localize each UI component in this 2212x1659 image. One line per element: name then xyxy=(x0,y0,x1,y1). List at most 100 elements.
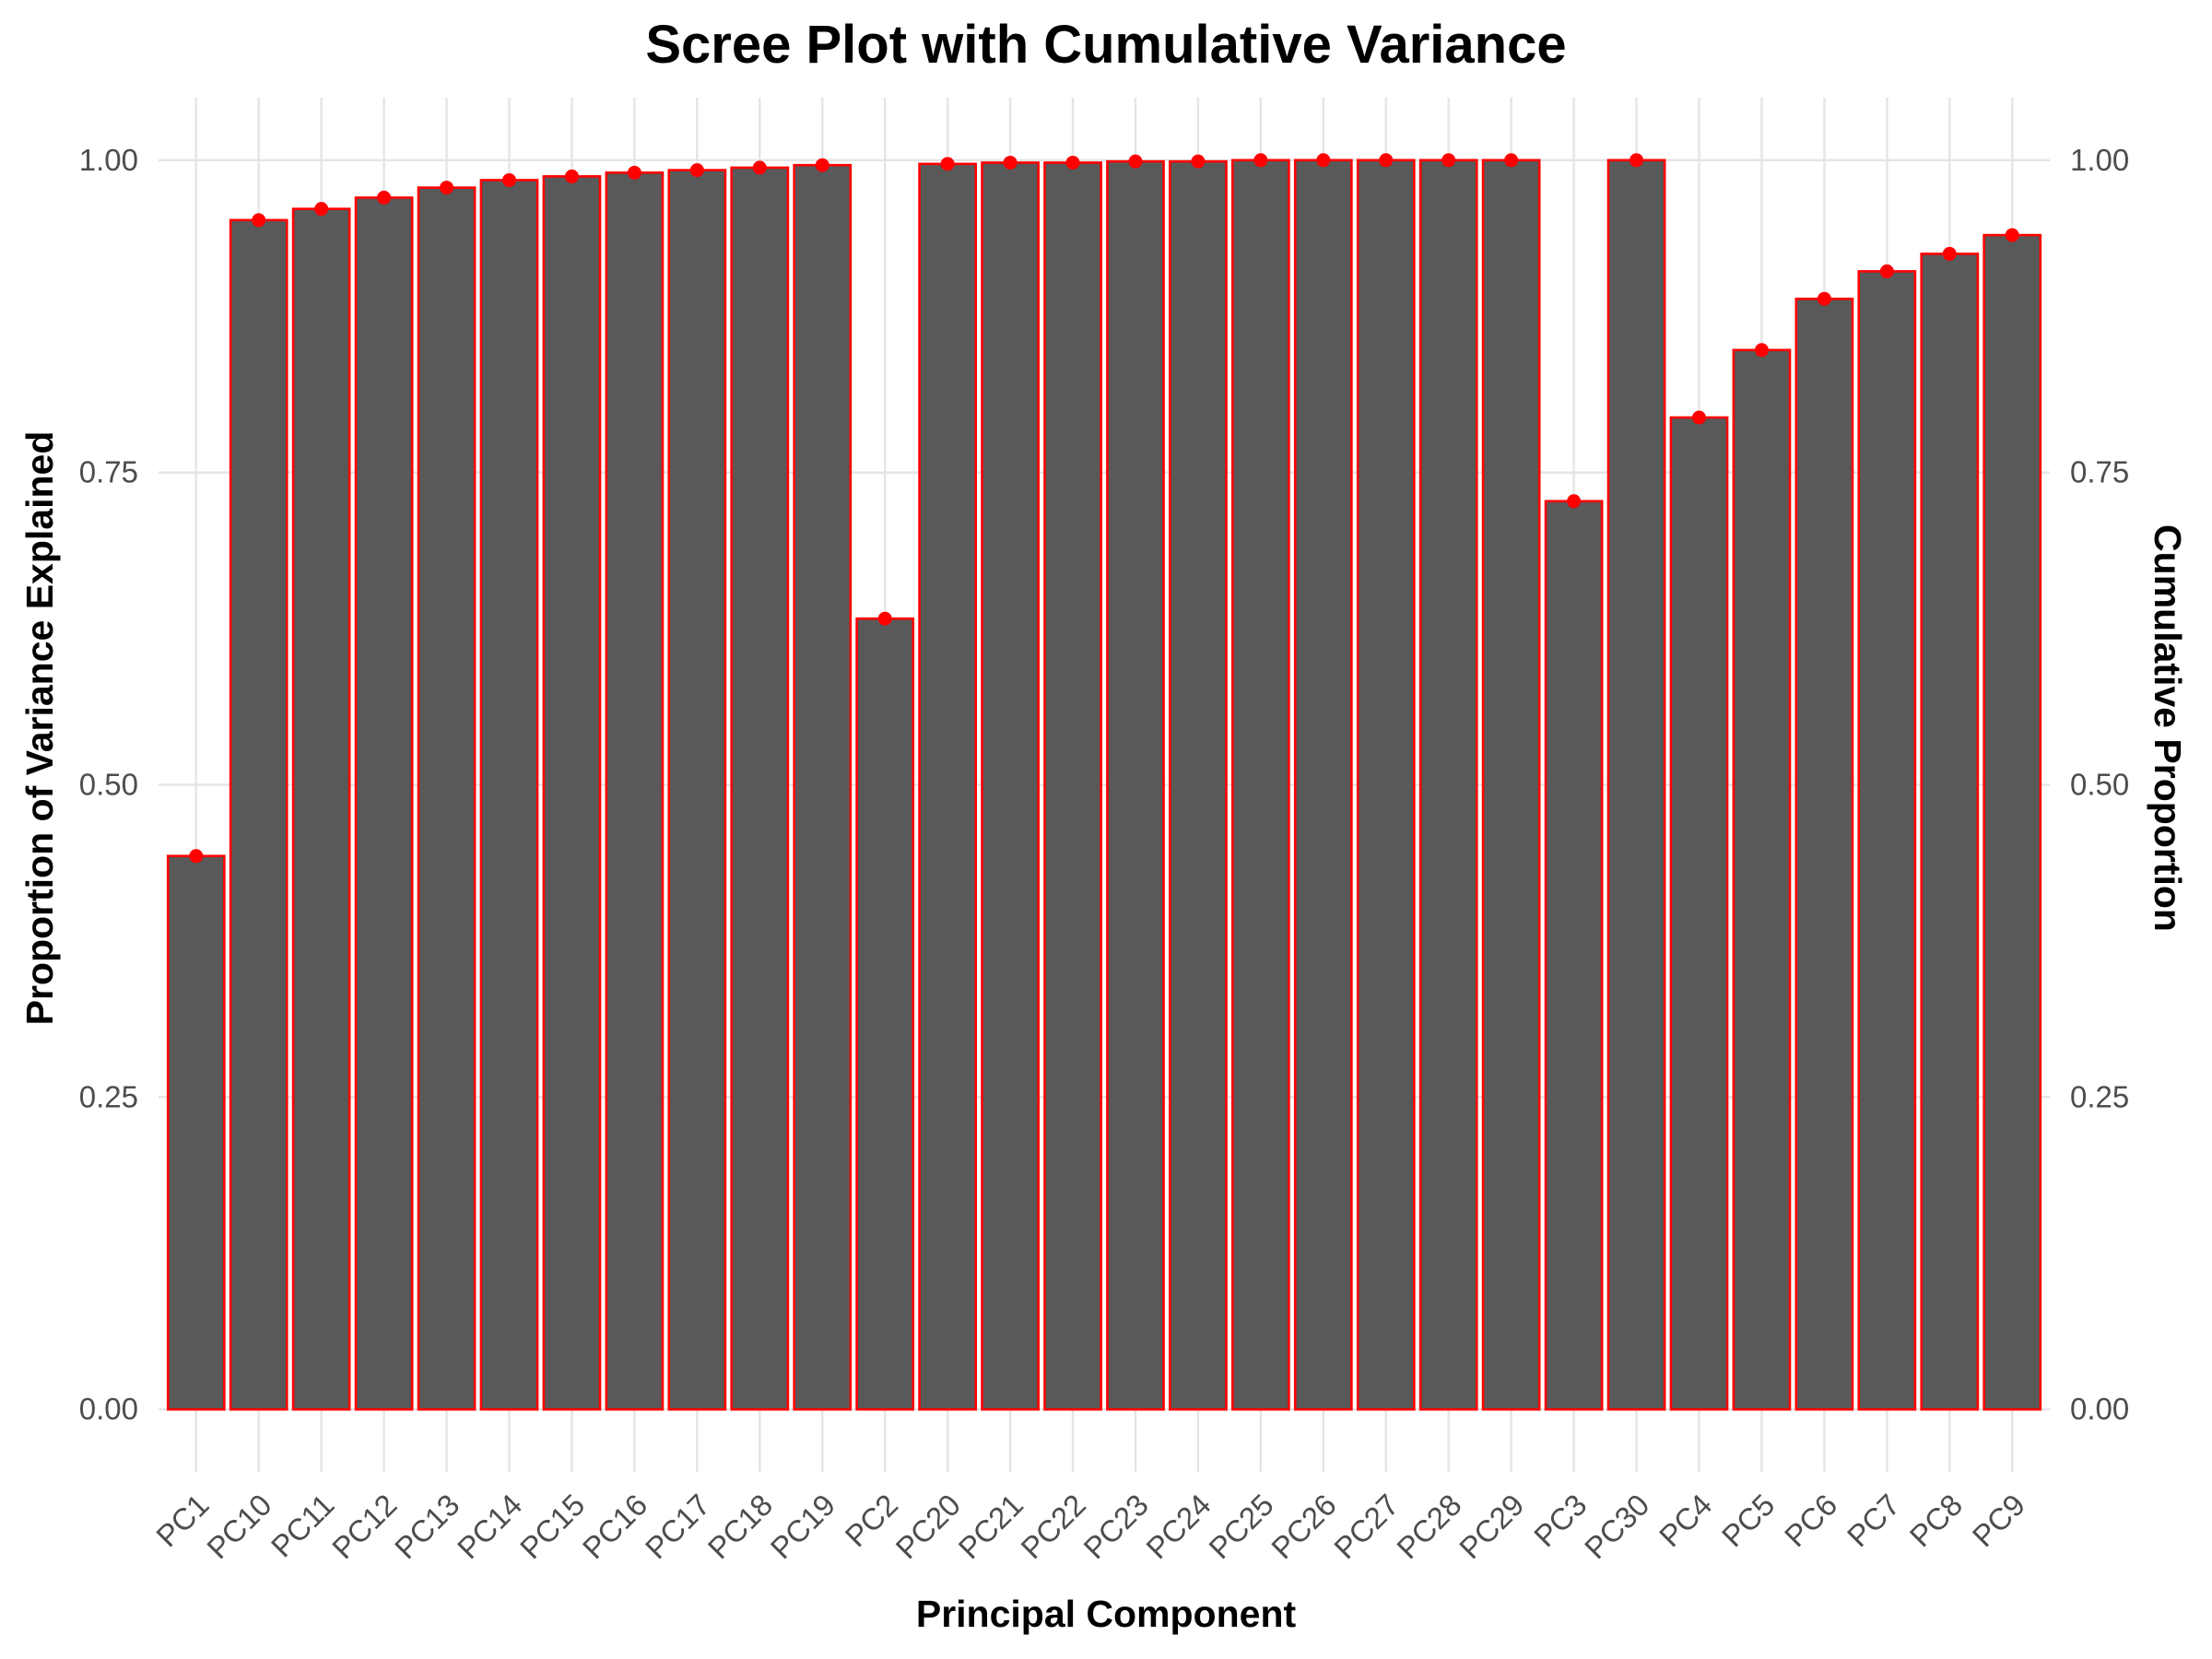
y2-tick-label: 0.25 xyxy=(2070,1079,2129,1113)
x-tick-label: PC14 xyxy=(451,1488,529,1566)
bar-pc20 xyxy=(918,162,978,1411)
point-pc16 xyxy=(627,165,641,180)
bar-pc18 xyxy=(730,166,790,1411)
x-tick-label: PC21 xyxy=(951,1488,1030,1566)
point-pc25 xyxy=(1253,153,1268,168)
x-tick-label: PC20 xyxy=(889,1488,968,1566)
x-tick-label: PC4 xyxy=(1653,1488,1719,1554)
x-tick-label: PC24 xyxy=(1139,1488,1218,1566)
x-tick-label: PC22 xyxy=(1014,1488,1092,1566)
bar-pc4 xyxy=(1669,416,1729,1411)
point-pc28 xyxy=(1441,153,1456,168)
point-pc2 xyxy=(877,611,892,626)
point-pc18 xyxy=(752,160,767,175)
bar-pc21 xyxy=(981,161,1040,1411)
bar-pc2 xyxy=(855,617,915,1411)
point-pc20 xyxy=(940,157,955,171)
bar-pc16 xyxy=(605,171,665,1411)
point-pc19 xyxy=(815,158,830,172)
x-tick-label: PC10 xyxy=(200,1488,278,1566)
x-tick-label: PC28 xyxy=(1390,1488,1468,1566)
point-pc24 xyxy=(1191,154,1206,169)
bar-pc23 xyxy=(1106,159,1165,1411)
bars xyxy=(166,159,2042,1411)
x-tick-label: PC19 xyxy=(764,1488,842,1566)
bar-pc9 xyxy=(1983,233,2042,1411)
point-pc12 xyxy=(377,190,392,205)
point-pc3 xyxy=(1567,494,1582,509)
point-pc29 xyxy=(1504,153,1519,168)
x-tick-label: PC6 xyxy=(1778,1488,1844,1554)
point-pc14 xyxy=(502,172,517,187)
point-pc13 xyxy=(440,181,454,195)
point-pc15 xyxy=(564,169,579,183)
right-y-tick-labels: 0.00 0.25 0.50 0.75 1.00 xyxy=(2070,143,2129,1426)
x-tick-label: PC30 xyxy=(1578,1488,1656,1566)
bar-pc11 xyxy=(291,207,351,1411)
y-tick-label: 0.25 xyxy=(79,1079,138,1113)
x-tick-label: PC27 xyxy=(1327,1488,1406,1566)
x-tick-labels: PC1PC10PC11PC12PC13PC14PC15PC16PC17PC18P… xyxy=(149,1488,2031,1566)
point-pc17 xyxy=(689,163,704,178)
point-pc4 xyxy=(1691,410,1706,425)
left-y-tick-labels: 0.00 0.25 0.50 0.75 1.00 xyxy=(79,143,138,1426)
x-tick-label: PC12 xyxy=(325,1488,404,1566)
bar-pc10 xyxy=(229,218,288,1411)
bar-pc26 xyxy=(1293,159,1353,1411)
bar-pc24 xyxy=(1169,159,1228,1411)
bar-pc12 xyxy=(354,196,414,1411)
x-tick-label: PC7 xyxy=(1841,1488,1907,1554)
x-tick-label: PC23 xyxy=(1077,1488,1155,1566)
x-tick-label: PC25 xyxy=(1202,1488,1280,1566)
x-tick-label: PC29 xyxy=(1453,1488,1531,1566)
point-pc5 xyxy=(1754,343,1769,358)
x-tick-label: PC11 xyxy=(265,1488,341,1564)
point-pc11 xyxy=(314,202,329,217)
bar-pc22 xyxy=(1043,161,1102,1411)
y2-axis-title: Cumulative Proportion xyxy=(2147,524,2189,932)
bar-pc13 xyxy=(417,186,477,1411)
point-pc1 xyxy=(189,849,204,864)
y-tick-label: 1.00 xyxy=(79,143,138,177)
point-pc21 xyxy=(1003,155,1018,170)
chart-title: Scree Plot with Cumulative Variance xyxy=(645,15,1566,75)
x-tick-label: PC13 xyxy=(388,1488,466,1566)
y-axis-title: Proportion of Variance Explained xyxy=(18,431,61,1026)
x-tick-label: PC26 xyxy=(1265,1488,1343,1566)
bar-pc6 xyxy=(1794,297,1854,1411)
y-tick-label: 0.50 xyxy=(79,768,138,802)
point-pc10 xyxy=(252,213,266,228)
point-pc22 xyxy=(1065,155,1080,170)
y2-tick-label: 0.00 xyxy=(2070,1392,2129,1426)
bar-pc3 xyxy=(1544,500,1604,1411)
point-pc6 xyxy=(1817,291,1831,306)
y2-tick-label: 0.75 xyxy=(2070,455,2129,489)
bar-pc5 xyxy=(1732,348,1792,1411)
bar-pc25 xyxy=(1230,159,1290,1411)
bar-pc1 xyxy=(166,854,226,1411)
point-pc30 xyxy=(1630,153,1644,168)
x-axis-title: Principal Component xyxy=(916,1593,1297,1635)
x-tick-label: PC15 xyxy=(513,1488,592,1566)
bar-pc17 xyxy=(667,169,727,1411)
point-pc26 xyxy=(1316,153,1331,168)
bar-pc15 xyxy=(542,175,602,1411)
x-tick-label: PC9 xyxy=(1966,1488,2032,1554)
bar-pc28 xyxy=(1418,159,1478,1411)
point-pc9 xyxy=(2005,228,2019,242)
y-tick-label: 0.00 xyxy=(79,1392,138,1426)
x-tick-label: PC16 xyxy=(576,1488,654,1566)
x-tick-label: PC17 xyxy=(639,1488,717,1566)
point-pc23 xyxy=(1128,154,1143,169)
point-pc27 xyxy=(1379,153,1394,168)
y-tick-label: 0.75 xyxy=(79,455,138,489)
cumulative-points xyxy=(189,153,2019,864)
bar-pc7 xyxy=(1857,270,1917,1411)
x-tick-label: PC5 xyxy=(1715,1488,1782,1554)
y2-tick-label: 0.50 xyxy=(2070,768,2129,802)
x-tick-label: PC8 xyxy=(1903,1488,1970,1554)
bar-pc30 xyxy=(1606,159,1666,1411)
point-pc8 xyxy=(1942,246,1957,261)
